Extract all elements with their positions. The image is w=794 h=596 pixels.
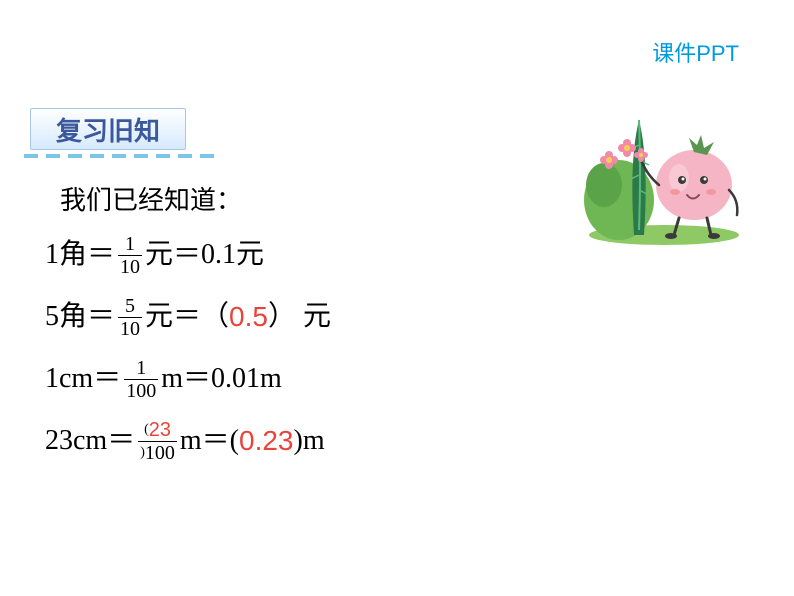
- eq3-rhs: m＝0.01m: [161, 362, 282, 396]
- equation-row-4: 23cm＝ ( 23 ) 100 m＝( 0.23 )m: [45, 416, 331, 466]
- equations-block: 1角＝ 1 10 元＝0.1元 5角＝ 5 10 元＝（ 0.5 ） 元 1cm…: [45, 230, 331, 478]
- section-title: 复习旧知: [56, 111, 160, 148]
- equation-row-1: 1角＝ 1 10 元＝0.1元: [45, 230, 331, 280]
- eq4-answer: 0.23: [239, 424, 294, 458]
- eq3-denominator: 100: [124, 379, 158, 401]
- eq4-mid1: m＝(: [180, 424, 239, 458]
- eq1-numerator: 1: [123, 234, 137, 255]
- equation-row-3: 1cm＝ 1 100 m＝0.01m: [45, 354, 331, 404]
- eq4-fraction: ( 23 ) 100: [138, 420, 177, 463]
- eq3-numerator: 1: [134, 358, 148, 379]
- intro-text: 我们已经知道：: [60, 180, 242, 217]
- eq2-denominator: 10: [118, 317, 142, 339]
- equation-row-2: 5角＝ 5 10 元＝（ 0.5 ） 元: [45, 292, 331, 342]
- eq3-fraction: 1 100: [124, 358, 158, 401]
- eq1-denominator: 10: [118, 255, 142, 277]
- eq3-lhs: 1cm＝: [45, 362, 121, 396]
- eq4-numerator-answer: 23: [149, 420, 171, 440]
- eq2-mid2: ） 元: [268, 300, 331, 334]
- eq4-denominator: 100: [145, 443, 175, 463]
- section-header-box: 复习旧知: [30, 108, 186, 150]
- eq1-fraction: 1 10: [118, 234, 142, 277]
- tomato-illustration: [579, 100, 749, 245]
- header-underline-dashes: [24, 154, 214, 158]
- eq4-lhs: 23cm＝: [45, 424, 135, 458]
- eq2-fraction: 5 10: [118, 296, 142, 339]
- ppt-label: 课件PPT: [652, 36, 739, 68]
- eq2-answer: 0.5: [229, 300, 268, 334]
- eq4-mid2: )m: [294, 424, 325, 458]
- eq4-numerator-wrap: ( 23: [142, 420, 173, 441]
- eq2-lhs: 5角＝: [45, 300, 115, 334]
- eq1-lhs: 1角＝: [45, 238, 115, 272]
- eq2-mid1: 元＝（: [145, 300, 229, 334]
- eq2-numerator: 5: [123, 296, 137, 317]
- eq4-denominator-wrap: ) 100: [138, 441, 177, 463]
- eq1-rhs: 元＝0.1元: [145, 238, 264, 272]
